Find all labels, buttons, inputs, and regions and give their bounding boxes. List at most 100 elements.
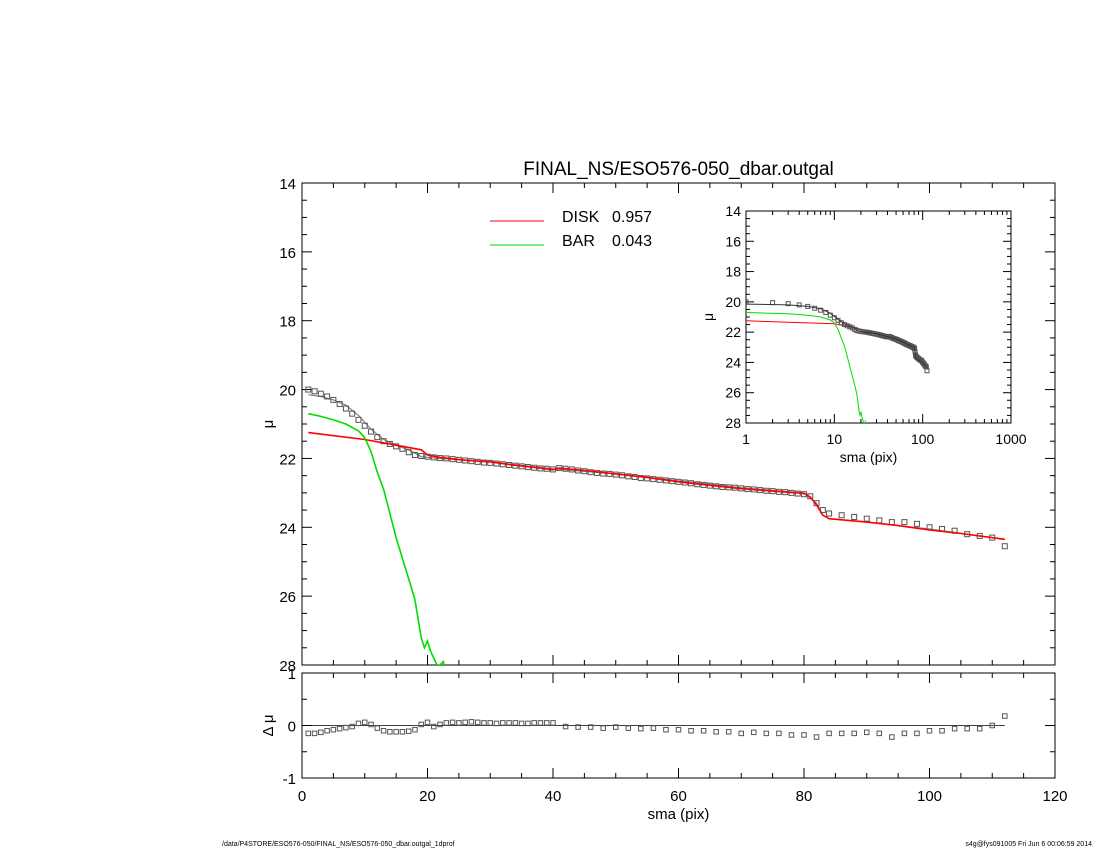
residual-point — [474, 719, 481, 726]
residual-point — [418, 721, 424, 728]
residual-point — [412, 726, 418, 733]
main-ytick-label: 14 — [279, 176, 296, 193]
residual-point — [725, 729, 732, 735]
residual-point — [368, 721, 374, 728]
data-point — [913, 520, 920, 527]
data-point — [901, 519, 908, 526]
residual-point — [926, 728, 933, 734]
data-point — [418, 453, 425, 460]
data-point — [361, 422, 368, 429]
main-ytick-label: 24 — [279, 520, 296, 537]
residual-point — [462, 719, 468, 726]
footer-file-path: /data/P4STORE/ESO576-050/FINAL_NS/ESO576… — [222, 841, 455, 848]
inset-data-point — [923, 363, 929, 369]
residual-point — [638, 725, 644, 732]
residual-point — [399, 729, 406, 735]
residual-point — [543, 720, 550, 726]
main-ytick-label: 20 — [279, 383, 296, 400]
legend-value: 0.957 — [612, 209, 652, 226]
residual-point — [763, 730, 770, 737]
resid-xtick-label: 40 — [545, 788, 562, 805]
inset-data-point — [746, 299, 749, 305]
data-point — [405, 449, 412, 456]
residual-point — [380, 728, 387, 734]
disk-line — [308, 431, 1005, 541]
data-point — [411, 451, 418, 458]
residual-point — [437, 721, 443, 728]
footer-timestamp: s4g@fys091005 Fri Jun 6 00:06:59 2014 — [965, 841, 1092, 848]
residual-point — [751, 729, 757, 736]
inset-data-point — [796, 302, 802, 308]
residual-point — [776, 730, 782, 737]
data-point — [374, 434, 381, 441]
residual-point — [537, 720, 544, 726]
residual-point — [405, 728, 412, 735]
resid-ytick-label: -1 — [283, 771, 296, 788]
residual-point — [550, 720, 556, 726]
inset-data-point — [785, 301, 791, 307]
inset-log-panel: 1 10 100 1000 14 16 18 20 22 24 26 28 sma (pix) μ — [700, 203, 1027, 465]
residual-point — [914, 730, 920, 737]
residual-point — [343, 724, 349, 731]
chart-title: FINAL_NS/ESO576-050_dbar.outgal — [523, 159, 834, 180]
residual-point — [663, 726, 669, 733]
inset-ytick-label: 20 — [725, 294, 741, 310]
data-point — [349, 410, 356, 417]
data-point — [480, 459, 487, 466]
residual-point — [468, 719, 475, 725]
residual-point — [700, 728, 707, 734]
residual-point — [518, 720, 525, 727]
data-point — [826, 510, 833, 517]
residual-point — [305, 730, 312, 737]
residual-point — [813, 734, 820, 740]
residual-point — [456, 720, 462, 726]
residual-point — [713, 729, 719, 735]
inset-model-line — [746, 303, 928, 369]
legend-label: BAR — [562, 233, 595, 250]
residual-point — [864, 729, 870, 736]
residual-point — [506, 720, 512, 726]
residual-point — [675, 726, 682, 733]
residual-point — [951, 725, 958, 732]
resid-xtick-label: 80 — [796, 788, 813, 805]
residual-point — [587, 724, 594, 730]
inset-ytick-label: 22 — [725, 324, 741, 340]
residual-point — [330, 726, 337, 733]
data-point — [851, 513, 858, 520]
inset-ytick-label: 28 — [725, 415, 741, 431]
residual-point — [889, 734, 895, 740]
residual-point — [324, 728, 330, 734]
main-ytick-label: 18 — [279, 314, 296, 331]
inset-ytick-label: 26 — [725, 385, 741, 401]
residual-point — [826, 730, 832, 737]
resid-xtick-label: 120 — [1042, 788, 1067, 805]
resid-xtick-label: 60 — [670, 788, 687, 805]
residual-point — [976, 725, 983, 732]
main-y-axis-label: μ — [260, 420, 277, 429]
data-point — [888, 519, 895, 526]
residual-point — [851, 730, 857, 737]
main-ytick-label: 16 — [279, 245, 296, 262]
residual-point — [318, 729, 324, 736]
residual-point — [500, 720, 506, 726]
residual-point — [387, 729, 393, 735]
residual-point — [355, 720, 362, 727]
residual-point — [838, 730, 845, 737]
residual-point — [939, 728, 945, 734]
data-point — [355, 416, 362, 423]
resid-xtick-label: 0 — [298, 788, 306, 805]
inset-ytick-label: 14 — [725, 203, 741, 219]
data-point — [863, 515, 870, 522]
data-point — [637, 475, 644, 482]
residual-point — [788, 732, 795, 738]
resid-xtick-label: 100 — [917, 788, 942, 805]
residual-point — [738, 730, 744, 737]
residual-point — [1002, 713, 1008, 719]
data-point — [838, 512, 845, 519]
residual-point — [311, 730, 318, 737]
residual-point — [349, 723, 355, 730]
inset-xtick-label: 1 — [742, 431, 750, 447]
resid-y-axis-label: Δ μ — [260, 714, 277, 736]
inset-xtick-label: 10 — [827, 431, 843, 447]
